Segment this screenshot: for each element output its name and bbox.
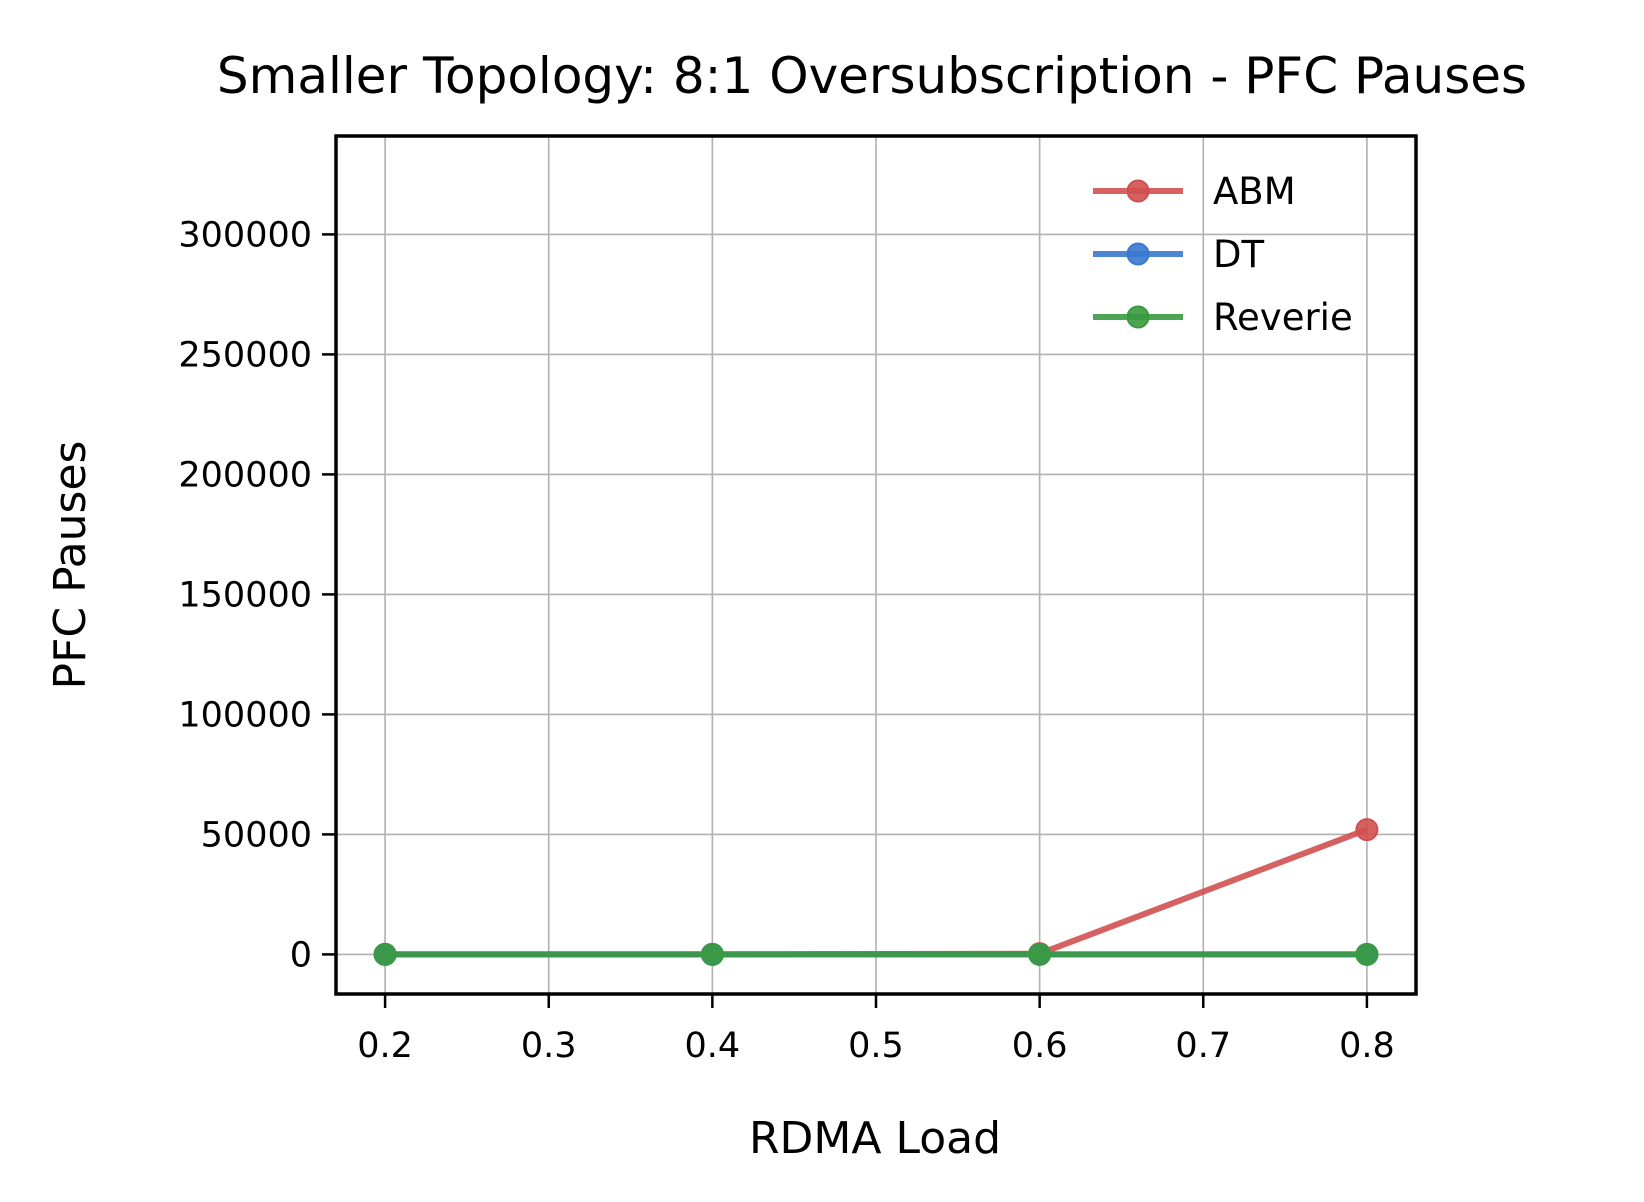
y-axis-label: PFC Pauses bbox=[45, 441, 96, 690]
series-layer bbox=[373, 818, 1379, 966]
y-tick-label: 100000 bbox=[178, 695, 312, 735]
legend-label-abm: ABM bbox=[1213, 170, 1296, 213]
x-tick-label: 0.3 bbox=[521, 1026, 577, 1066]
data-point-reverie bbox=[1028, 942, 1052, 966]
plot-frame bbox=[334, 134, 1418, 996]
y-tick-label: 150000 bbox=[178, 575, 312, 615]
axis-ticks: 0.2 0.3 0.4 0.5 0.6 0.7 0.8 0 50000 100000 150000 2… bbox=[178, 215, 1394, 1066]
legend-marker-abm bbox=[1126, 179, 1150, 203]
legend-label-reverie: Reverie bbox=[1213, 296, 1353, 339]
legend-marker-dt bbox=[1126, 242, 1150, 266]
data-point-reverie bbox=[1355, 942, 1379, 966]
legend-marker-reverie bbox=[1126, 305, 1150, 329]
y-tick-label: 50000 bbox=[201, 815, 312, 855]
x-tick-label: 0.6 bbox=[1012, 1026, 1068, 1066]
y-tick-label: 0 bbox=[290, 935, 312, 975]
data-point-abm bbox=[1355, 818, 1379, 842]
x-tick-label: 0.7 bbox=[1175, 1026, 1231, 1066]
legend-label-dt: DT bbox=[1213, 233, 1264, 276]
x-tick-label: 0.4 bbox=[685, 1026, 741, 1066]
x-tick-label: 0.5 bbox=[848, 1026, 904, 1066]
grid bbox=[336, 136, 1416, 994]
y-tick-label: 200000 bbox=[178, 455, 312, 495]
chart-title: Smaller Topology: 8:1 Oversubscription -… bbox=[217, 47, 1527, 105]
data-point-reverie bbox=[700, 942, 724, 966]
y-tick-label: 300000 bbox=[178, 215, 312, 255]
y-tick-label: 250000 bbox=[178, 335, 312, 375]
legend: ABM DT Reverie bbox=[1093, 170, 1353, 339]
x-axis-label: RDMA Load bbox=[749, 1113, 1001, 1164]
x-tick-label: 0.8 bbox=[1339, 1026, 1395, 1066]
data-point-reverie bbox=[373, 942, 397, 966]
x-tick-label: 0.2 bbox=[357, 1026, 413, 1066]
